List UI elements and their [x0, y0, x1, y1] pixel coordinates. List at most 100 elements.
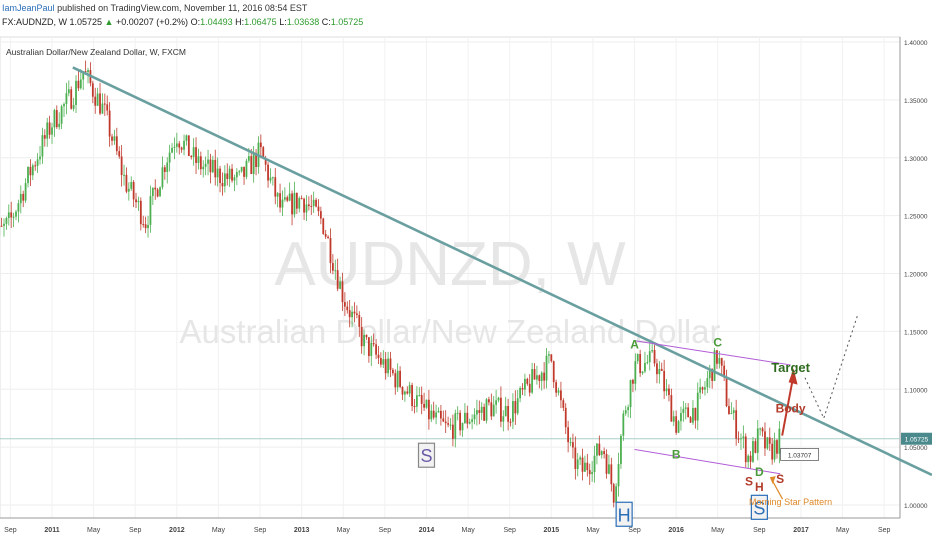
drawings	[72, 66, 932, 500]
plot-area	[0, 36, 901, 519]
annotation-label: Body	[776, 401, 806, 415]
candle-body	[87, 70, 89, 73]
target-arrow-head	[788, 368, 798, 385]
candle-body	[608, 464, 610, 474]
candle-body	[5, 218, 8, 224]
pattern-box-text: S	[753, 498, 765, 518]
candle-body	[672, 416, 675, 422]
x-tick-label: May	[711, 527, 725, 534]
candle-body	[600, 451, 603, 456]
candle-body	[0, 225, 3, 227]
candle-body	[156, 189, 159, 197]
candle-body	[199, 156, 202, 170]
candle-body	[46, 122, 49, 139]
candle-body	[185, 135, 188, 141]
annotation-label: Morning Star Pattern	[749, 497, 832, 507]
candle-body	[271, 177, 274, 179]
candle-body	[586, 462, 589, 471]
candle-body	[488, 399, 490, 403]
candle-body	[48, 122, 51, 135]
candle-body	[454, 413, 457, 439]
symbol-header: FX:AUDNZD, W 1.05725 ▲ +0.00207 (+0.2%) …	[2, 17, 363, 27]
candle-body	[223, 173, 226, 187]
candle-body	[219, 168, 221, 184]
candle-body	[183, 140, 185, 150]
candle-body	[293, 192, 296, 215]
y-tick-label: 1.00000	[904, 503, 928, 510]
candle-body	[706, 378, 709, 388]
candle-body	[75, 80, 77, 105]
candle-body	[615, 486, 618, 503]
y-tick-label: 1.25000	[904, 214, 928, 221]
x-tick-label: May	[586, 527, 600, 534]
candle-body	[166, 162, 169, 172]
candle-body	[648, 351, 651, 363]
candle-body	[351, 311, 353, 318]
candle-body	[339, 281, 341, 289]
candle-body	[168, 152, 171, 163]
candle-body	[84, 71, 87, 73]
candle-body	[737, 438, 740, 440]
candle-body	[118, 151, 121, 157]
candle-body	[540, 372, 543, 382]
candle-body	[113, 136, 116, 141]
pattern-box	[417, 442, 436, 468]
candle-body	[502, 416, 505, 422]
candle-body	[668, 388, 670, 396]
candle-body	[756, 428, 759, 453]
candles	[0, 60, 781, 511]
pattern-box-text: S	[420, 446, 432, 466]
candle-body	[173, 146, 176, 148]
candle-body	[197, 156, 200, 163]
candle-body	[336, 270, 339, 289]
candle-body	[317, 206, 320, 212]
x-axis: Sep 2011 May Sep 2012 May Sep 2013 May Sep 2014 May…	[0, 517, 900, 534]
author-link[interactable]: IamJeanPaul	[2, 3, 55, 13]
candle-body	[564, 407, 567, 428]
candle-body	[432, 410, 435, 418]
candle-body	[444, 421, 447, 424]
candle-body	[154, 187, 157, 190]
x-tick-label: 2011	[44, 527, 59, 534]
candle-body	[461, 423, 464, 431]
price-chart[interactable]: 1.40000 1.35000 1.30000 1.25000 1.20000 1.150…	[0, 35, 932, 550]
candle-body	[365, 334, 368, 338]
candle-body	[279, 193, 281, 208]
candle-body	[663, 370, 666, 392]
candle-body	[716, 350, 718, 364]
candle-body	[53, 110, 56, 128]
channel-lower	[634, 448, 781, 475]
candle-body	[60, 106, 63, 124]
candle-body	[694, 407, 697, 421]
candle-body	[629, 379, 632, 408]
candle-body	[644, 362, 646, 372]
candle-body	[209, 159, 212, 173]
candle-body	[384, 359, 387, 374]
candle-body	[634, 361, 637, 384]
candle-body	[51, 127, 53, 135]
candle-body	[228, 168, 231, 180]
price-callout-box	[780, 448, 819, 461]
candle-body	[524, 378, 526, 390]
candle-body	[334, 270, 337, 272]
price-callout-label: 1.03707	[788, 452, 812, 459]
candle-body	[319, 211, 322, 219]
change-arrow-icon: ▲	[104, 17, 114, 27]
candle-body	[31, 165, 34, 176]
candle-body	[740, 438, 742, 440]
candle-body	[543, 372, 546, 381]
candle-body	[39, 156, 41, 160]
candle-body	[584, 462, 586, 472]
candle-body	[456, 412, 459, 414]
candle-body	[63, 103, 65, 107]
candle-body	[552, 361, 555, 383]
candle-body	[497, 397, 500, 401]
candle-body	[106, 104, 109, 111]
candle-body	[226, 173, 229, 180]
candle-body	[255, 152, 257, 167]
candle-body	[149, 196, 152, 225]
candle-body	[252, 152, 255, 174]
candle-body	[379, 358, 382, 365]
candle-body	[101, 103, 104, 114]
